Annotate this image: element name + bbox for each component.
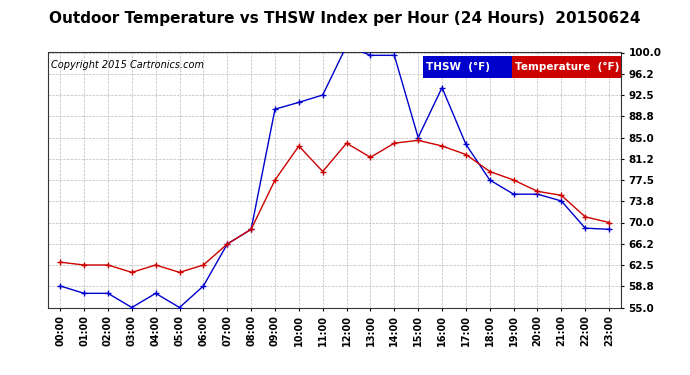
Text: Temperature  (°F): Temperature (°F) [515, 62, 620, 72]
Text: Copyright 2015 Cartronics.com: Copyright 2015 Cartronics.com [51, 60, 204, 70]
Text: THSW  (°F): THSW (°F) [426, 62, 491, 72]
Text: Outdoor Temperature vs THSW Index per Hour (24 Hours)  20150624: Outdoor Temperature vs THSW Index per Ho… [49, 11, 641, 26]
FancyBboxPatch shape [424, 56, 512, 78]
FancyBboxPatch shape [512, 56, 621, 78]
